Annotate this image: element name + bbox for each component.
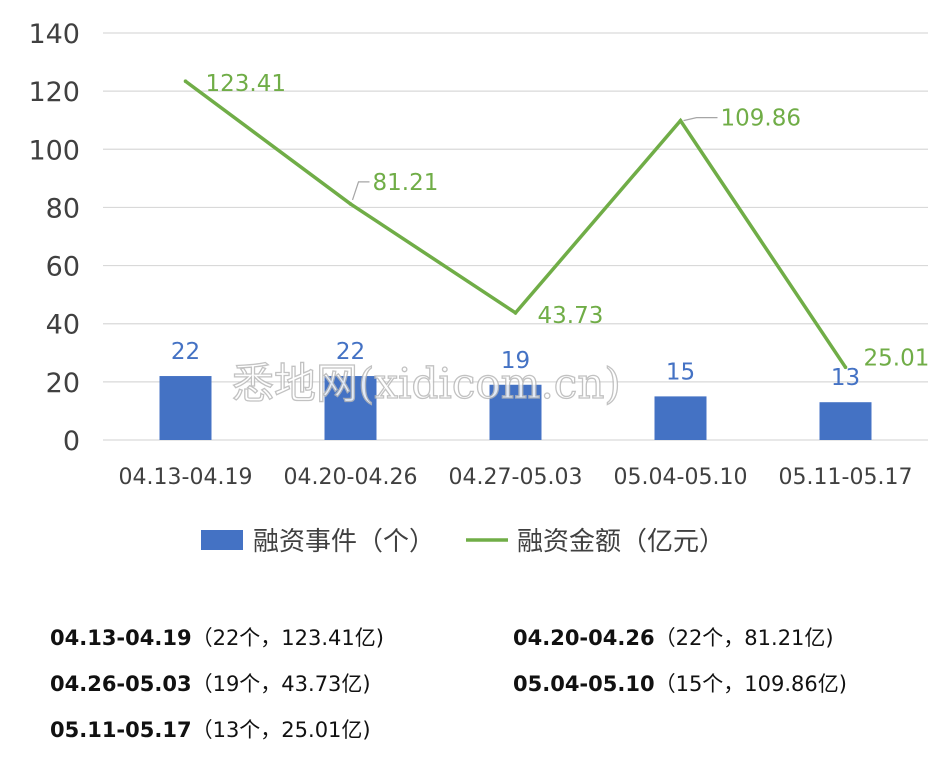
bar-data-label: 22 bbox=[171, 339, 200, 365]
y-tick-label: 120 bbox=[28, 77, 80, 108]
summary-item: 05.04-05.10（15个，109.86亿) bbox=[513, 668, 847, 698]
summary-item: 05.11-05.17（13个，25.01亿) bbox=[50, 714, 371, 744]
funding-chart: 0 20 40 60 80 100 120 140 22 22 19 15 13 123.41 81.2… bbox=[28, 19, 930, 557]
summary-item: 04.26-05.03（19个，43.73亿) bbox=[50, 668, 371, 698]
legend-bar-label: 融资事件（个） bbox=[253, 527, 435, 557]
bar-data-label: 15 bbox=[666, 359, 695, 385]
bar-data-label: 19 bbox=[501, 348, 530, 374]
line-point bbox=[678, 118, 683, 123]
x-tick-label: 04.13-04.19 bbox=[119, 465, 253, 490]
bar-series: 22 22 19 15 13 bbox=[159, 339, 872, 440]
line-data-label: 25.01 bbox=[864, 345, 930, 371]
x-tick-label: 04.27-05.03 bbox=[449, 465, 583, 490]
bar bbox=[159, 376, 212, 440]
y-tick-label: 140 bbox=[28, 19, 80, 50]
summary-detail: （13个，25.01亿) bbox=[191, 718, 371, 742]
x-axis: 04.13-04.19 04.20-04.26 04.27-05.03 05.04-0… bbox=[119, 465, 913, 490]
label-leader-line bbox=[683, 117, 718, 122]
y-tick-label: 60 bbox=[46, 252, 80, 283]
y-tick-label: 0 bbox=[63, 426, 80, 457]
line-point bbox=[183, 79, 188, 84]
legend: 融资事件（个） 融资金额（亿元） bbox=[201, 527, 725, 557]
line-data-label: 81.21 bbox=[373, 170, 439, 196]
y-tick-label: 40 bbox=[46, 310, 80, 341]
summary-period: 04.20-04.26 bbox=[513, 626, 655, 650]
bar bbox=[324, 376, 377, 440]
watermark: 悉地网(xidicom.cn) bbox=[232, 359, 621, 408]
label-leader-line bbox=[351, 181, 370, 201]
y-tick-label: 20 bbox=[46, 368, 80, 399]
summary-detail: （15个，109.86亿) bbox=[654, 672, 847, 696]
line-point bbox=[513, 311, 518, 315]
line-data-label: 123.41 bbox=[206, 71, 286, 97]
bar-data-label: 13 bbox=[831, 365, 860, 391]
y-tick-label: 100 bbox=[28, 135, 80, 166]
x-tick-label: 05.04-05.10 bbox=[614, 465, 748, 490]
summary-item: 04.13-04.19（22个，123.41亿) bbox=[50, 622, 384, 652]
y-axis: 0 20 40 60 80 100 120 140 bbox=[28, 19, 80, 457]
line-series: 123.41 81.21 43.73 109.86 25.01 bbox=[183, 71, 930, 371]
bar bbox=[819, 402, 872, 440]
line-point bbox=[843, 365, 848, 370]
line-data-label: 109.86 bbox=[721, 106, 801, 132]
summary-period: 05.04-05.10 bbox=[513, 672, 655, 696]
summary-detail: （22个，123.41亿) bbox=[191, 626, 384, 650]
legend-bar-swatch bbox=[201, 530, 243, 550]
y-tick-label: 80 bbox=[46, 193, 80, 224]
gridlines bbox=[103, 32, 928, 441]
x-tick-label: 04.20-04.26 bbox=[284, 465, 418, 490]
summary-period: 04.26-05.03 bbox=[50, 672, 192, 696]
summary-item: 04.20-04.26（22个，81.21亿) bbox=[513, 622, 834, 652]
bar-data-label: 22 bbox=[336, 339, 365, 365]
summary-period: 05.11-05.17 bbox=[50, 718, 192, 742]
summary-period: 04.13-04.19 bbox=[50, 626, 192, 650]
legend-line-label: 融资金额（亿元） bbox=[517, 527, 725, 557]
summary-detail: （22个，81.21亿) bbox=[654, 626, 834, 650]
summary-detail: （19个，43.73亿) bbox=[191, 672, 371, 696]
bar bbox=[654, 396, 707, 440]
bar bbox=[489, 384, 542, 440]
line-point bbox=[348, 202, 353, 206]
line-data-label: 43.73 bbox=[538, 303, 604, 329]
x-tick-label: 05.11-05.17 bbox=[779, 465, 913, 490]
